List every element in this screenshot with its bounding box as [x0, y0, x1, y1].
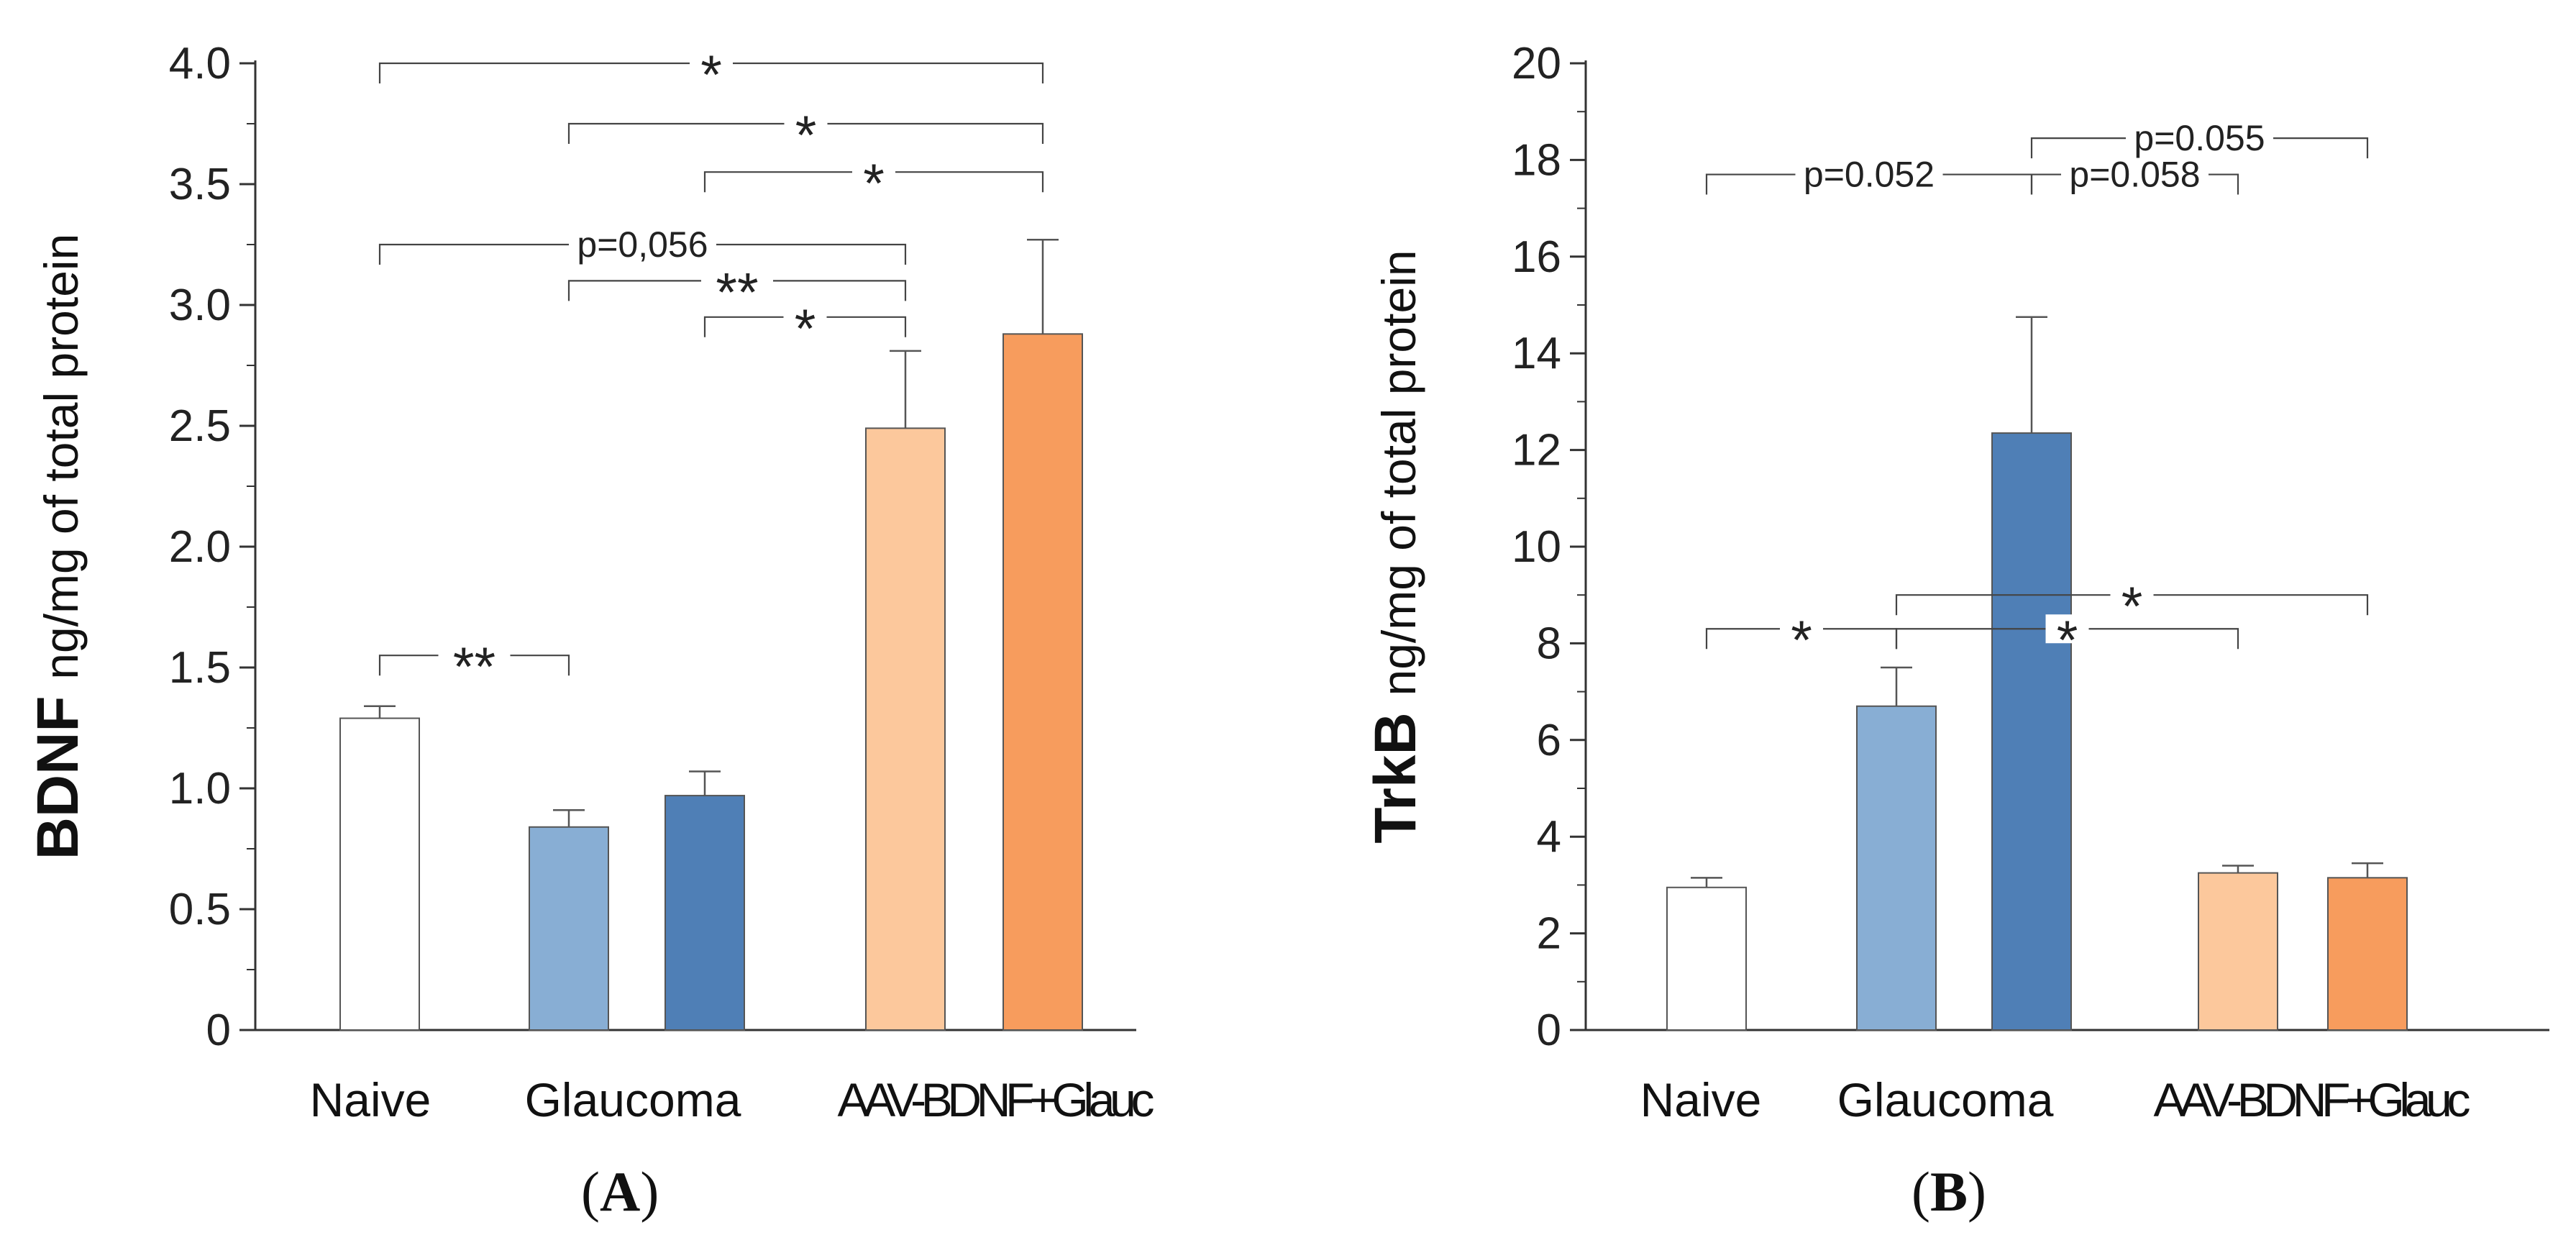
y-tick-label: 18: [1512, 135, 1561, 185]
y-tick-label: 0: [1537, 1006, 1561, 1055]
significance-label: p=0.055: [2134, 118, 2265, 158]
y-tick-label: 20: [1512, 39, 1561, 88]
group-label: Naive: [1640, 1073, 1762, 1126]
y-tick-label: 2.0: [169, 522, 231, 572]
y-tick-label: 8: [1537, 619, 1561, 668]
y-tick-label: 3.0: [169, 281, 231, 330]
significance-label: *: [795, 299, 816, 360]
y-tick-label: 10: [1512, 522, 1561, 572]
y-tick-label: 3.5: [169, 160, 231, 209]
y-axis-label: TrkB ng/mg of total protein: [1363, 250, 1428, 843]
bar: [664, 795, 745, 1031]
significance-label-bg: [438, 641, 511, 670]
bar: [2198, 872, 2278, 1031]
significance-label-bg: [2045, 614, 2089, 644]
panel-label-b: (B): [1912, 1160, 1986, 1223]
y-axis-label-bold: TrkB: [1363, 696, 1428, 843]
significance-label-bg: [2110, 580, 2154, 610]
bar: [1666, 886, 1747, 1031]
significance-label-bg: [569, 230, 716, 259]
bar: [2327, 877, 2408, 1031]
bdnf-chart: 0 0.5 1.0 1.5 2.0 2.5 3.0 3.5 4.0 BDNF ng/mg of t…: [25, 39, 1155, 1126]
bar: [529, 826, 609, 1031]
significance-label: **: [716, 262, 758, 323]
significance-label: **: [453, 637, 495, 698]
significance-label: p=0.058: [2069, 155, 2200, 195]
y-tick-label: 0.5: [169, 885, 231, 934]
y-axis-label: BDNF ng/mg of total protein: [25, 234, 91, 860]
y-tick-label: 4: [1537, 812, 1561, 862]
bar: [339, 717, 420, 1031]
y-tick-label: 4.0: [169, 39, 231, 88]
panel-label-a: (A): [581, 1160, 659, 1223]
group-label: Glaucoma: [525, 1073, 741, 1126]
significance-label-bg: [701, 266, 773, 296]
significance-label: *: [2057, 610, 2078, 671]
significance-label-bg: [784, 109, 828, 138]
trkb-chart: 0 2 4 6 8 10 12 14 16 18 20 TrkB ng/mg of total pro…: [1363, 39, 2549, 1126]
y-axis-label-unit: ng/mg of total protein: [35, 234, 88, 680]
y-tick-label: 16: [1512, 232, 1561, 282]
group-label: Glaucoma: [1837, 1073, 2054, 1126]
significance-label-bg: [1795, 160, 1943, 189]
significance-label: p=0,056: [577, 224, 708, 265]
bar: [1991, 432, 2072, 1031]
y-tick-label: 0: [206, 1006, 231, 1055]
significance-label: p=0.052: [1804, 155, 1935, 195]
y-axis-label-unit: ng/mg of total protein: [1372, 250, 1425, 696]
group-label: AAV-BDNF+Glauc: [838, 1073, 1155, 1126]
significance-label-bg: [852, 158, 895, 187]
significance-label-bg: [783, 302, 827, 332]
group-label: Naive: [310, 1073, 431, 1126]
bar: [1002, 333, 1083, 1031]
y-tick-label: 2: [1537, 909, 1561, 959]
significance-label-bg: [2126, 124, 2273, 153]
y-tick-label: 1.0: [169, 764, 231, 814]
significance-label-bg: [1780, 614, 1823, 644]
significance-label: *: [795, 105, 817, 166]
bar: [865, 427, 946, 1031]
y-tick-label: 12: [1512, 426, 1561, 475]
group-label: AAV-BDNF+Glauc: [2154, 1073, 2471, 1126]
significance-label: *: [700, 45, 722, 106]
y-tick-label: 14: [1512, 329, 1561, 378]
significance-label-bg: [2061, 160, 2209, 189]
y-tick-label: 2.5: [169, 401, 231, 451]
y-axis-label-bold: BDNF: [25, 680, 91, 860]
y-tick-label: 6: [1537, 716, 1561, 765]
significance-label: *: [1791, 610, 1812, 671]
significance-label: *: [2121, 576, 2143, 637]
significance-label-bg: [690, 49, 733, 78]
significance-label: *: [863, 153, 885, 214]
bar: [1856, 705, 1937, 1031]
y-tick-label: 1.5: [169, 643, 231, 693]
